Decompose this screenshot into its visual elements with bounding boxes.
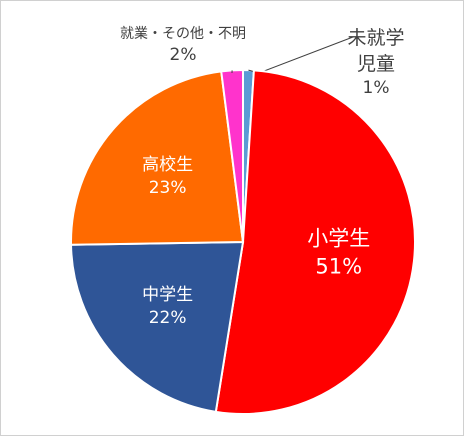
data-label: 高校生 23% [142, 154, 193, 200]
data-label: 小学生 51% [307, 224, 370, 281]
pie-slice [70, 240, 245, 413]
pie-slice [214, 69, 416, 415]
label-text: 小学生 [307, 226, 371, 251]
data-label: 中学生 22% [142, 284, 193, 330]
label-text: 1% [362, 78, 390, 99]
label-text: 就業・その他・不明 [120, 26, 246, 43]
label-text: 22% [148, 308, 187, 329]
label-text: 未就学児童 [347, 26, 405, 75]
label-text: 2% [169, 44, 197, 65]
label-text: 51% [315, 254, 363, 279]
label-text: 中学生 [142, 285, 194, 306]
pie-slice [70, 70, 245, 246]
data-label: 就業・その他・不明 2% [93, 25, 273, 67]
label-text: 23% [148, 177, 187, 198]
data-label: 未就学児童 1% [341, 26, 411, 100]
label-text: 高校生 [142, 154, 194, 175]
